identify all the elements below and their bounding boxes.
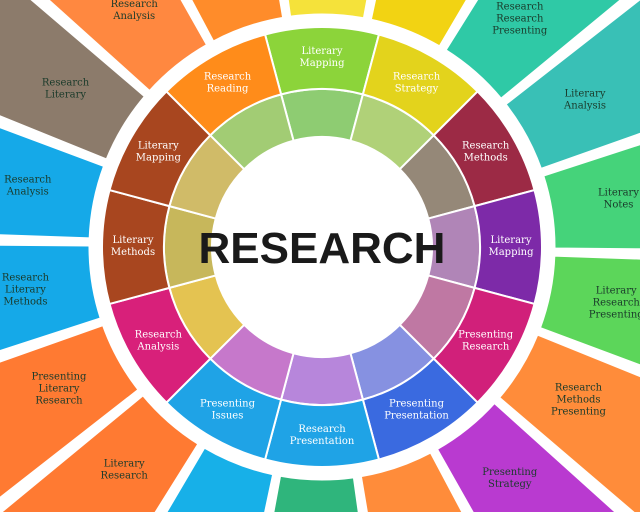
inner-segment xyxy=(165,33,283,137)
outer-segment xyxy=(45,0,210,94)
middle-segment xyxy=(279,352,365,406)
outer-segment xyxy=(271,473,361,512)
inner-ring xyxy=(101,26,543,468)
outer-segment-label: Literary Research Presenting xyxy=(589,286,640,321)
ring-separator xyxy=(91,16,553,478)
outer-segment xyxy=(540,142,640,252)
outer-segment-label: Literary Research xyxy=(101,459,149,482)
outer-segment xyxy=(164,444,276,512)
outer-segment xyxy=(358,449,465,512)
inner-segment-label: Research Methods xyxy=(462,141,510,164)
outer-segment xyxy=(188,0,286,45)
outer-segment xyxy=(537,253,640,368)
outer-segment xyxy=(285,0,370,21)
outer-segment xyxy=(368,0,470,50)
inner-segment-label: Research Analysis xyxy=(135,330,183,353)
outer-segment xyxy=(0,392,202,512)
outer-segment-label: Research Literary xyxy=(42,77,90,100)
inner-segment-label: Research Strategy xyxy=(393,71,441,94)
inner-segment-label: Literary Mapping xyxy=(488,235,534,258)
inner-segment-label: Presenting Issues xyxy=(200,399,256,422)
outer-segment xyxy=(434,400,619,512)
outer-segment-label: Literary Analysis xyxy=(563,89,606,112)
inner-segment-label: Literary Mapping xyxy=(299,46,345,69)
outer-segment-label: Literary Notes xyxy=(598,187,639,210)
middle-segment xyxy=(279,88,365,142)
center-disc xyxy=(214,139,430,355)
outer-segment-label: Presenting Literary Research xyxy=(31,371,87,406)
outer-segment xyxy=(0,125,107,241)
inner-segment-label: Research Reading xyxy=(204,71,252,94)
inner-segment-label: Literary Methods xyxy=(111,235,155,258)
middle-ring xyxy=(163,88,481,406)
outer-segment-label: Research Analysis xyxy=(111,0,159,22)
outer-segment-label: Presenting Strategy xyxy=(482,467,538,490)
outer-segment-label: Research Methods Presenting xyxy=(551,383,607,418)
outer-segment xyxy=(496,331,640,512)
outer-segment-label: Research Analysis xyxy=(4,174,52,197)
outer-segment xyxy=(502,0,640,172)
outer-segment-label: Research Literary Methods xyxy=(2,273,50,308)
outer-segment xyxy=(0,322,142,501)
center-title: RESEARCH xyxy=(199,224,446,273)
inner-segment-label: Research Presentation xyxy=(290,424,355,447)
inner-segment-label: Literary Mapping xyxy=(136,141,182,164)
inner-segment-label: Presenting Presentation xyxy=(384,399,449,422)
outer-segment xyxy=(0,242,104,354)
outer-segment-label: Research Research Presenting xyxy=(492,1,548,36)
inner-segment-label: Presenting Research xyxy=(458,330,514,353)
outer-segment xyxy=(0,0,148,163)
outer-segment xyxy=(442,0,624,102)
